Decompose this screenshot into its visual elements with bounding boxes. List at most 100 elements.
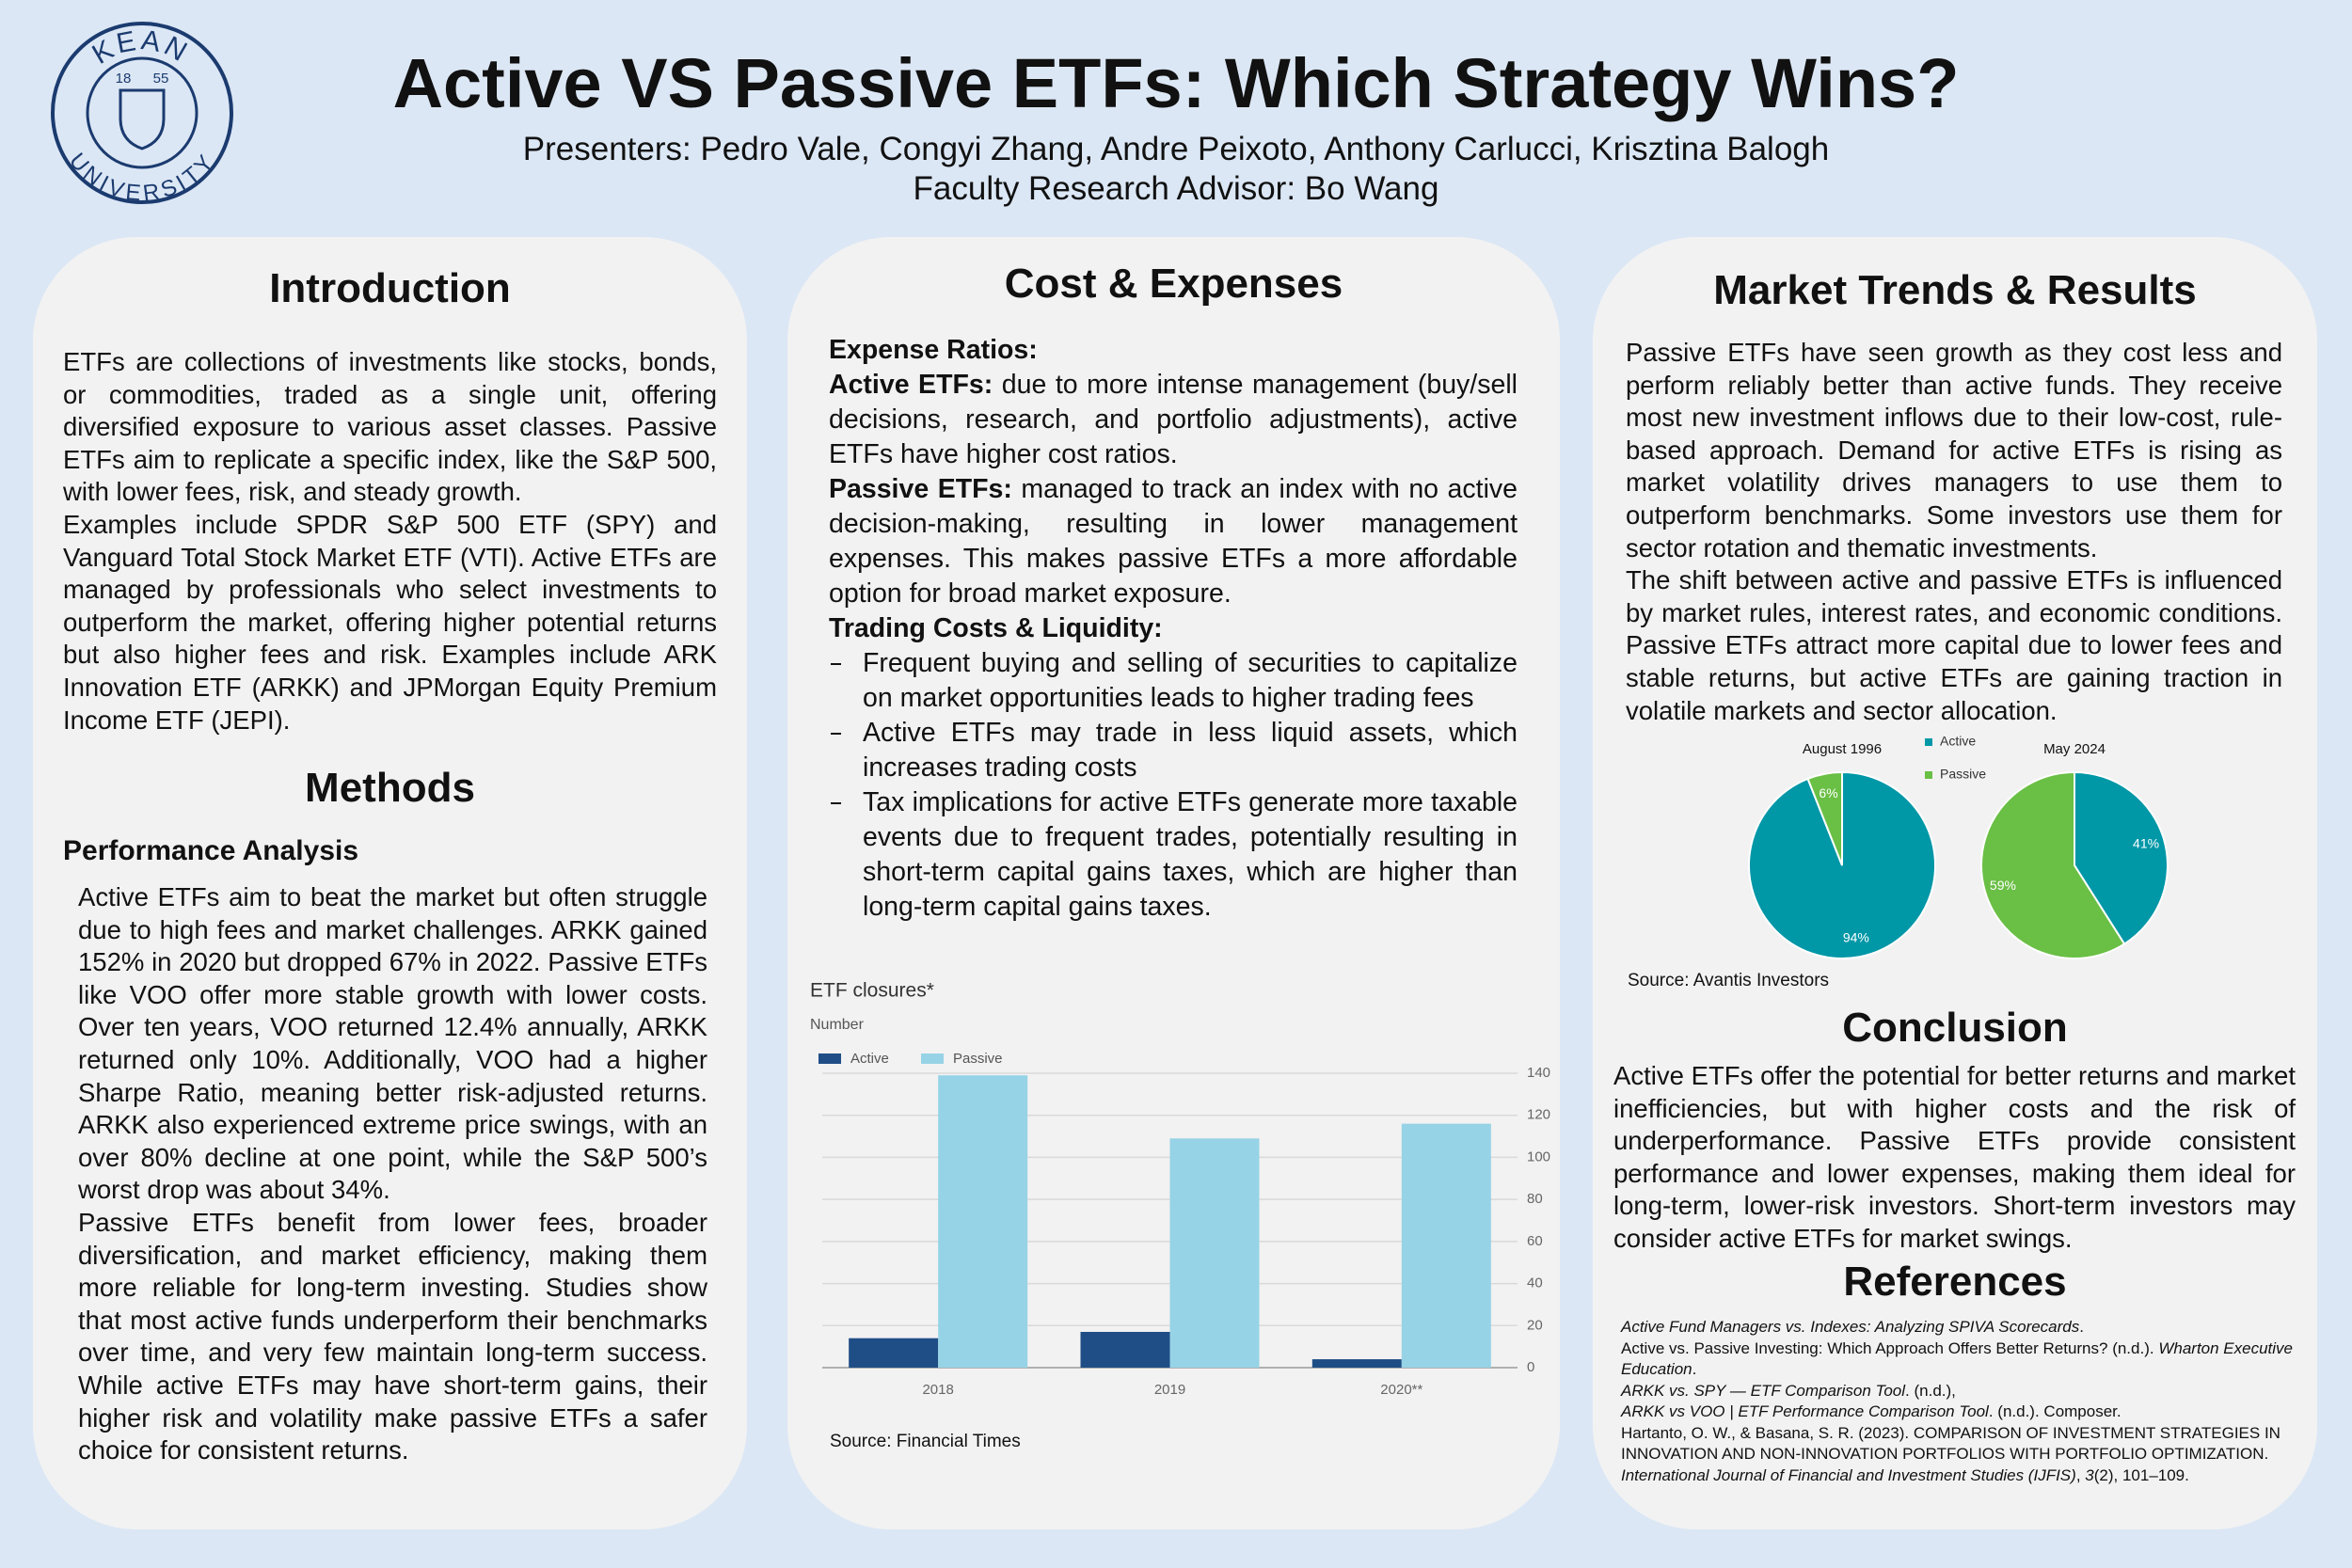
presenters: Presenters: Pedro Vale, Congyi Zhang, An… <box>522 131 1830 167</box>
reference-text: Active Fund Managers vs. Indexes: Analyz… <box>1621 1318 2080 1336</box>
y-tick-label: 60 <box>1527 1233 1543 1249</box>
legend-label: Passive <box>1940 767 1986 782</box>
bullet-marker <box>829 646 863 716</box>
bar <box>1311 1359 1402 1368</box>
chart-source: Source: Financial Times <box>830 1432 1021 1451</box>
text: due to more intense management (buy/sell… <box>829 370 1518 469</box>
bullet-text: Frequent buying and selling of securitie… <box>863 648 1518 713</box>
reference-text: ARKK vs. SPY — ETF Comparison Tool <box>1621 1381 1906 1400</box>
bar <box>938 1075 1028 1368</box>
chart-title: ETF closures* <box>810 980 934 1002</box>
text: managed to track an index with no active… <box>829 474 1518 609</box>
label: Passive ETFs: <box>829 474 1012 504</box>
reference: Active vs. Passive Investing: Which Appr… <box>1621 1338 2296 1381</box>
pie-value-label: 59% <box>1990 878 2016 893</box>
left-panel <box>33 237 747 1529</box>
pie-title: May 2024 <box>2043 741 2106 757</box>
reference: ARKK vs. SPY — ETF Comparison Tool. (n.d… <box>1621 1381 2296 1402</box>
methods-text: Active ETFs aim to beat the market but o… <box>78 881 707 1467</box>
paragraph: ETFs are collections of investments like… <box>63 347 717 507</box>
legend-swatch <box>921 1053 944 1064</box>
reference-text: ARKK vs VOO | ETF Performance Comparison… <box>1621 1402 1989 1420</box>
bullet-marker <box>829 716 863 785</box>
bar <box>849 1338 939 1368</box>
paragraph: Active ETFs offer the potential for bett… <box>1613 1061 2296 1253</box>
intro-text: ETFs are collections of investments like… <box>63 346 717 736</box>
paragraph: Passive ETFs benefit from lower fees, br… <box>78 1207 707 1465</box>
y-tick-label: 100 <box>1527 1148 1550 1164</box>
logo-year: 18 <box>116 71 132 87</box>
reference-text: . (n.d.), <box>1905 1381 1956 1400</box>
logo: KEAN UNIVERSITY 18 55 <box>51 22 233 207</box>
logo-shield <box>119 88 166 150</box>
right-panel <box>1593 237 2317 1529</box>
reference-text: Wharton Executive Education <box>1621 1338 2294 1379</box>
bullet: Tax implications for active ETFs generat… <box>829 785 1518 925</box>
legend-swatch <box>1925 771 1932 779</box>
references-list: Active Fund Managers vs. Indexes: Analyz… <box>1621 1317 2296 1486</box>
reference-text: . <box>2079 1318 2084 1336</box>
paragraph: Active ETFs aim to beat the market but o… <box>78 882 707 1205</box>
pie-value-label: 94% <box>1843 930 1869 945</box>
section-heading: Market Trends & Results <box>1713 267 2197 313</box>
x-tick-label: 2018 <box>922 1382 953 1398</box>
bullet-text: Tax implications for active ETFs generat… <box>863 787 1518 922</box>
reference-text: (2), 101–109. <box>2093 1465 2189 1484</box>
legend-label: Active <box>1940 734 1976 749</box>
advisor: Faculty Research Advisor: Bo Wang <box>913 170 1439 207</box>
conclusion-text: Active ETFs offer the potential for bett… <box>1613 1060 2296 1256</box>
x-tick-label: 2020** <box>1380 1382 1422 1398</box>
bullet: Active ETFs may trade in less liquid ass… <box>829 716 1518 785</box>
y-tick-label: 40 <box>1527 1275 1543 1291</box>
y-tick-label: 120 <box>1527 1107 1550 1123</box>
legend-label: Passive <box>953 1051 1003 1067</box>
paragraph: Active ETFs: due to more intense managem… <box>829 368 1518 472</box>
bar <box>1080 1331 1170 1368</box>
section-heading: Introduction <box>269 265 511 311</box>
legend-label: Active <box>850 1051 889 1067</box>
bullet-marker <box>829 785 863 925</box>
section-heading: Methods <box>305 765 475 811</box>
y-axis-label: Number <box>810 1017 865 1033</box>
reference: Active Fund Managers vs. Indexes: Analyz… <box>1621 1317 2296 1338</box>
y-tick-label: 140 <box>1527 1065 1550 1081</box>
reference: Hartanto, O. W., & Basana, S. R. (2023).… <box>1621 1423 2296 1487</box>
reference-text: , <box>2075 1465 2086 1484</box>
y-tick-label: 20 <box>1527 1317 1543 1333</box>
legend-swatch <box>818 1053 841 1064</box>
pie-slice <box>1980 770 2126 959</box>
subheading: Expense Ratios: <box>829 335 1038 365</box>
reference-text: 3 <box>2085 1465 2094 1484</box>
pie-slice <box>1806 770 1843 866</box>
bar <box>1401 1123 1491 1368</box>
reference: ARKK vs VOO | ETF Performance Comparison… <box>1621 1402 2296 1423</box>
reference-text: . (n.d.). Composer. <box>1988 1402 2122 1420</box>
reference-text: Active vs. Passive Investing: Which Appr… <box>1621 1338 2159 1357</box>
pie-value-label: 6% <box>1819 785 1837 800</box>
logo-text: UNIVERSITY <box>64 149 221 207</box>
reference-text: International Journal of Financial and I… <box>1621 1465 2076 1484</box>
cost-text: Expense Ratios: Active ETFs: due to more… <box>829 333 1518 925</box>
source: Source: Avantis Investors <box>1628 971 1830 990</box>
paragraph: Examples include SPDR S&P 500 ETF (SPY) … <box>63 509 717 735</box>
market-text: Passive ETFs have seen growth as they co… <box>1626 337 2282 727</box>
pie-title: August 1996 <box>1803 741 1882 757</box>
paragraph: The shift between active and passive ETF… <box>1626 565 2282 725</box>
section-heading: Cost & Expenses <box>1004 261 1343 307</box>
logo-text: UNIVERSITY <box>64 149 218 207</box>
pie-value-label: 41% <box>2133 836 2159 851</box>
bar <box>1169 1138 1260 1368</box>
y-tick-label: 80 <box>1527 1191 1543 1207</box>
section-heading: References <box>1843 1259 2067 1305</box>
logo-ring <box>86 56 199 169</box>
paragraph: Passive ETFs: managed to track an index … <box>829 472 1518 611</box>
poster-title: Active VS Passive ETFs: Which Strategy W… <box>392 44 1960 122</box>
legend-swatch <box>1925 738 1932 746</box>
label: Active ETFs: <box>829 370 993 400</box>
subheading: Trading Costs & Liquidity: <box>829 613 1163 643</box>
logo-year: 55 <box>153 71 169 87</box>
bullet: Frequent buying and selling of securitie… <box>829 646 1518 716</box>
